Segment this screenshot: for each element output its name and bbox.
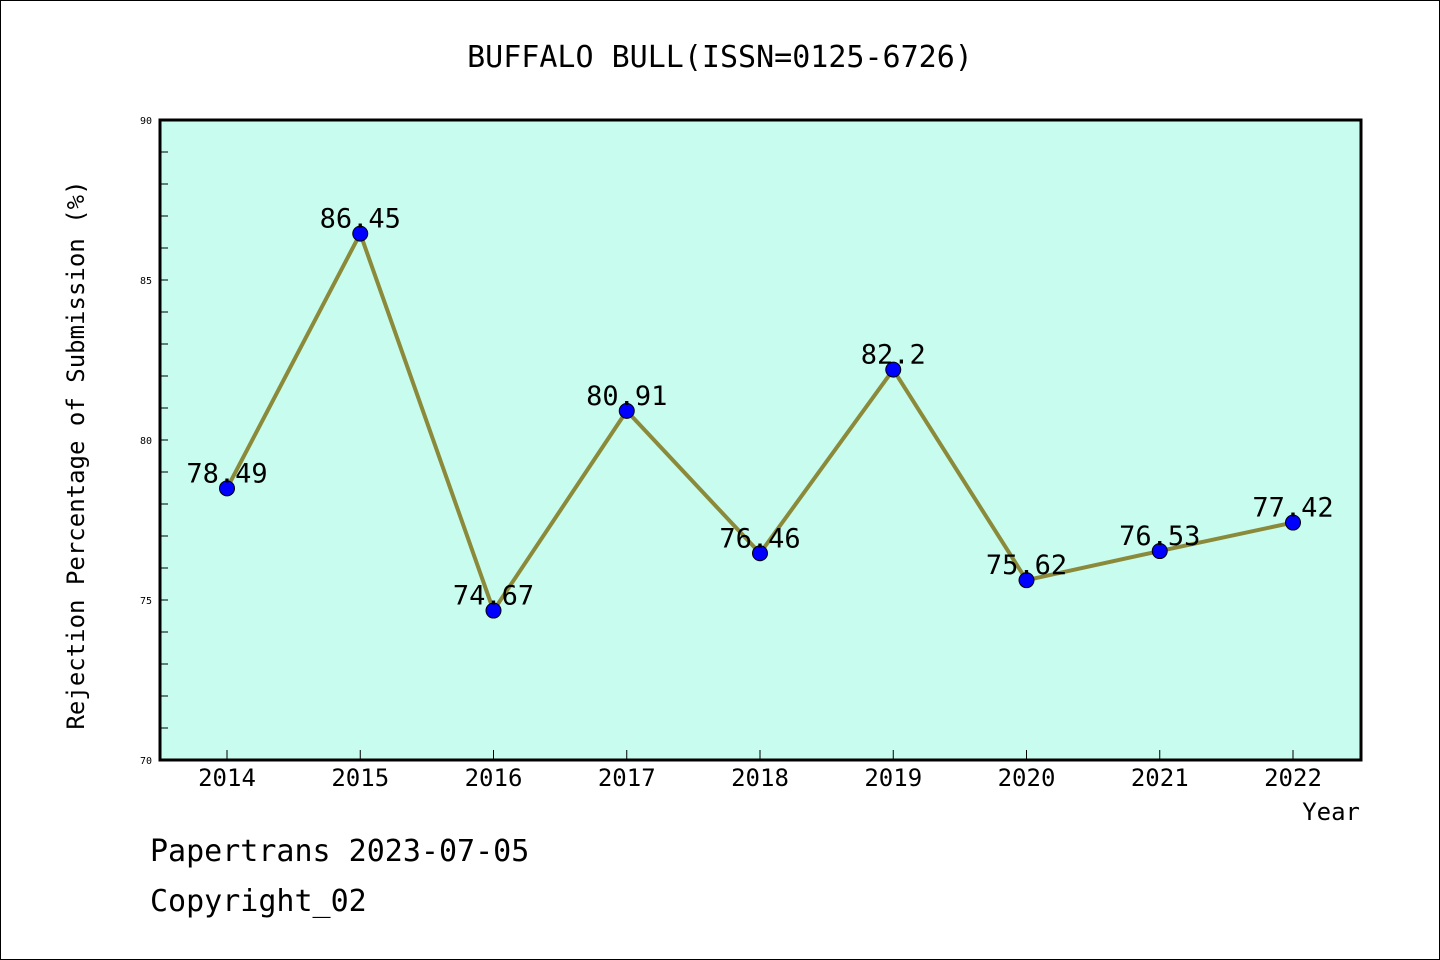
x-tick-label: 2021 (1131, 764, 1189, 792)
data-label: 77.42 (1252, 493, 1333, 524)
x-axis-label: Year (1302, 798, 1360, 826)
data-label: 75.62 (986, 550, 1067, 581)
data-point (1151, 543, 1168, 560)
y-tick-label: 75 (140, 596, 152, 607)
data-point (1285, 514, 1301, 531)
x-tick-label: 2019 (864, 764, 922, 792)
series-markers (219, 225, 1301, 619)
x-tick-label: 2017 (598, 764, 656, 792)
data-point (618, 402, 635, 419)
x-tick-label: 2014 (198, 764, 256, 792)
y-tick-label: 80 (140, 436, 152, 447)
x-tick-label: 2015 (331, 764, 389, 792)
data-label: 74.67 (453, 581, 534, 612)
data-label: 80.91 (586, 381, 667, 412)
x-axis-ticks (226, 750, 1294, 760)
y-tick-label: 85 (140, 276, 152, 287)
data-label: 82.2 (861, 340, 926, 371)
x-tick-label: 2022 (1264, 764, 1322, 792)
x-tick-label: 2020 (998, 764, 1056, 792)
y-tick-label: 70 (140, 756, 152, 767)
y-axis-label: Rejection Percentage of Submission (%) (62, 180, 90, 729)
data-point (885, 361, 902, 378)
y-axis-minor-ticks (160, 151, 168, 729)
x-axis-tick-labels: 2014 2015 2016 2017 2018 2019 2020 2021 2022 (198, 764, 1322, 792)
data-label: 78.49 (186, 458, 267, 489)
data-point (485, 602, 502, 619)
x-tick-label: 2018 (731, 764, 789, 792)
data-label: 76.46 (719, 523, 800, 554)
data-point (752, 545, 768, 562)
footer-line-2: Copyright_02 (150, 884, 367, 919)
x-tick-label: 2016 (465, 764, 523, 792)
footer-line-1: Papertrans 2023-07-05 (150, 834, 530, 869)
data-point (1018, 572, 1035, 589)
y-tick-label: 90 (140, 116, 152, 127)
chart-title: BUFFALO BULL(ISSN=0125-6726) (467, 40, 973, 75)
data-point (219, 480, 235, 497)
data-labels: 78.49 86.45 74.67 80.91 76.46 82.2 75.62 76.53 7… (186, 204, 1333, 612)
data-label: 86.45 (320, 204, 401, 235)
data-point (352, 225, 369, 242)
data-label: 76.53 (1119, 521, 1200, 552)
y-axis-tick-labels: 70 75 80 85 90 (140, 116, 152, 767)
